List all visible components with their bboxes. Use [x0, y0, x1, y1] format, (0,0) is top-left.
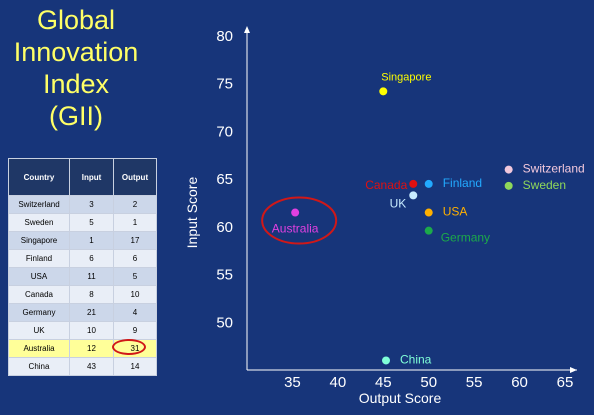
data-point: [424, 179, 433, 188]
rankings-table: Country Input Output Switzerland 3 2 Sweden…: [8, 158, 157, 376]
data-point: [504, 181, 513, 190]
cell-output: 14: [113, 357, 157, 376]
cell-country: Germany: [8, 303, 70, 322]
cell-input: 5: [69, 213, 114, 232]
y-tick-label: 80: [216, 28, 233, 45]
data-point: [379, 87, 388, 96]
cell-input: 8: [69, 285, 114, 304]
x-tick-label: 60: [511, 374, 528, 391]
cell-country: Finland: [8, 249, 70, 268]
title-line: (GII): [49, 101, 103, 131]
table-row: Canada 8 10: [8, 285, 157, 304]
cell-input: 43: [69, 357, 114, 376]
x-tick-label: 50: [420, 374, 437, 391]
cell-country: Australia: [8, 339, 70, 358]
y-tick-label: 55: [216, 267, 233, 284]
x-tick-label: 55: [466, 374, 483, 391]
cell-output: 5: [113, 267, 157, 286]
point-label: UK: [390, 196, 407, 210]
x-tick-label: 35: [284, 374, 301, 391]
table-row: China 43 14: [8, 357, 157, 376]
data-point: [409, 179, 418, 188]
cell-country: China: [8, 357, 70, 376]
table-row: Australia 12 31: [8, 339, 157, 358]
table-row: Sweden 5 1: [8, 213, 157, 232]
y-axis-arrow: [244, 26, 250, 33]
x-tick-label: 40: [330, 374, 347, 391]
cell-output: 6: [113, 249, 157, 268]
data-point: [409, 191, 418, 200]
y-tick-label: 75: [216, 76, 233, 93]
table-row: UK 10 9: [8, 321, 157, 340]
y-tick-label: 50: [216, 314, 233, 331]
y-axis-label: Input Score: [184, 177, 200, 249]
table-row: Switzerland 3 2: [8, 195, 157, 214]
highlight-ring: [112, 339, 146, 355]
cell-output: 17: [113, 231, 157, 250]
point-label: Canada: [365, 178, 407, 192]
cell-input: 11: [69, 267, 114, 286]
point-label: USA: [443, 205, 468, 219]
data-point: [424, 208, 433, 217]
point-label: China: [400, 352, 432, 366]
title-line: Global: [36, 5, 116, 35]
point-label: Germany: [441, 231, 490, 245]
title-line: Index: [42, 69, 110, 99]
cell-country: Singapore: [8, 231, 70, 250]
point-label: Australia: [272, 222, 319, 236]
point-label: Switzerland: [523, 162, 585, 176]
cell-output: 31: [112, 339, 157, 358]
cell-output: 1: [113, 213, 157, 232]
point-label: Singapore: [381, 71, 431, 83]
col-header-input: Input: [69, 158, 114, 196]
cell-country: USA: [8, 267, 70, 286]
cell-country: Switzerland: [8, 195, 70, 214]
chart-title: Global Innovation Index (GII): [6, 4, 146, 132]
table-header-row: Country Input Output: [8, 158, 157, 196]
data-point: [382, 356, 391, 365]
data-point: [291, 208, 300, 217]
y-tick-label: 70: [216, 123, 233, 140]
point-label: Finland: [443, 176, 482, 190]
cell-input: 3: [69, 195, 114, 214]
col-header-country: Country: [8, 158, 70, 196]
table-row: USA 11 5: [8, 267, 157, 286]
table-row: Singapore 1 17: [8, 231, 157, 250]
x-tick-label: 45: [375, 374, 392, 391]
y-tick-label: 60: [216, 219, 233, 236]
x-axis-arrow: [570, 367, 577, 373]
x-tick-label: 65: [557, 374, 574, 391]
data-point: [504, 165, 513, 174]
title-line: Innovation: [13, 37, 139, 67]
col-header-output: Output: [113, 158, 157, 196]
highlight-ellipse: [261, 196, 338, 245]
data-point: [424, 226, 433, 235]
y-tick-label: 65: [216, 171, 233, 188]
cell-country: Sweden: [8, 213, 70, 232]
point-label: Sweden: [523, 178, 566, 192]
x-axis-label: Output Score: [359, 390, 442, 406]
